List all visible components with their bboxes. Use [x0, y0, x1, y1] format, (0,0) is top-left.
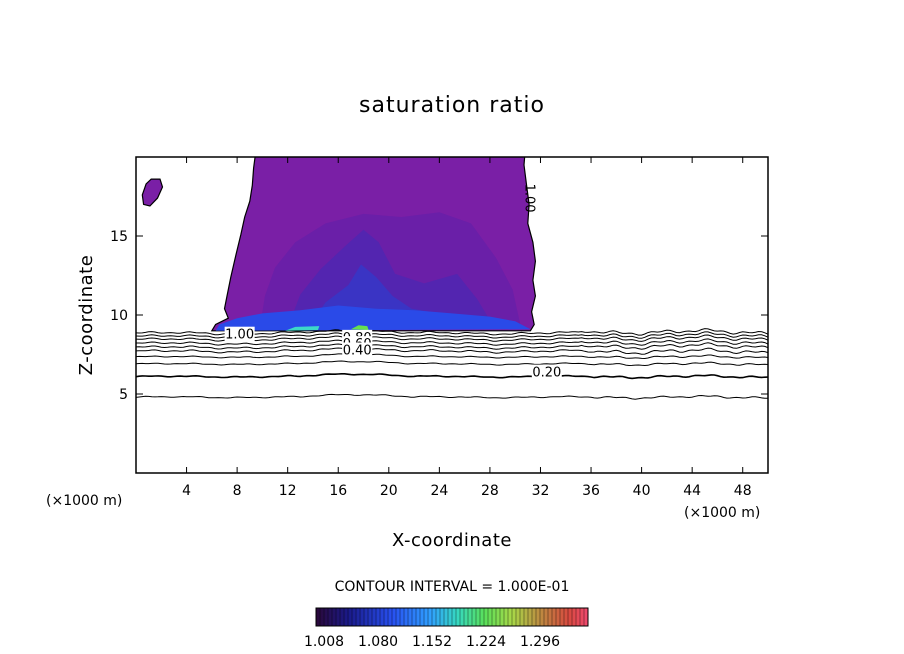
contour-line [136, 353, 768, 360]
colorbar-tick-labels: 1.008 1.080 1.152 1.224 1.296 [304, 634, 560, 650]
contour-line [136, 347, 768, 355]
x-axis-ticks: 4 8 12 16 20 24 28 32 36 40 44 48 [182, 157, 752, 499]
cloud-peak-band-2 [350, 325, 369, 330]
contour-interval-text: CONTOUR INTERVAL = 1.000E-01 [335, 579, 570, 595]
cloud-peak-band-1 [285, 326, 320, 331]
x-tick-label: 12 [279, 483, 297, 499]
cloud-detached-region [141, 178, 164, 207]
x-tick-label: 4 [182, 483, 191, 499]
cloud-fill-regions [141, 157, 537, 332]
contour-line [136, 393, 768, 400]
x-tick-label: 16 [329, 483, 347, 499]
contour-line [136, 373, 768, 380]
z-unit-label: (×1000 m) [46, 493, 122, 509]
y-tick-label: 15 [110, 229, 128, 245]
y-axis-ticks: 5 10 15 [110, 229, 768, 403]
contour-label: 1.00 [225, 328, 254, 343]
y-tick-label: 10 [110, 308, 128, 324]
x-axis-label: X-coordinate [392, 530, 512, 551]
x-tick-label: 32 [532, 483, 550, 499]
contour-label-bg [531, 364, 562, 380]
x-tick-label: 36 [582, 483, 600, 499]
contour-label-bg [342, 342, 373, 358]
contour-label-bg [224, 326, 255, 342]
x-tick-label: 28 [481, 483, 499, 499]
x-tick-label: 24 [430, 483, 448, 499]
contour-line [136, 338, 768, 346]
contour-line [136, 342, 768, 350]
cloud-base-band [215, 305, 531, 331]
x-tick-label: 48 [734, 483, 752, 499]
colorbar-tick-label: 1.296 [520, 634, 560, 650]
colorbar-tick-label: 1.152 [412, 634, 452, 650]
contour-label: 1.00 [521, 184, 536, 213]
colorbar-tick-label: 1.008 [304, 634, 344, 650]
contour-labels: 1.001.000.800.600.400.20 [224, 184, 562, 381]
x-tick-label: 44 [683, 483, 701, 499]
contour-label: 0.20 [532, 366, 561, 381]
x-tick-label: 40 [633, 483, 651, 499]
x-unit-label: (×1000 m) [684, 505, 760, 521]
colorbar-tick-label: 1.224 [466, 634, 506, 650]
colorbar [315, 607, 589, 627]
y-axis-label: Z-coordinate [76, 255, 97, 376]
x-tick-label: 8 [233, 483, 242, 499]
contour-label: 0.40 [343, 344, 372, 359]
contour-line [136, 360, 768, 367]
colorbar-tick-label: 1.080 [358, 634, 398, 650]
colorbar-stripes [315, 608, 589, 626]
plot-area [136, 157, 768, 400]
y-tick-label: 5 [119, 387, 128, 403]
x-tick-label: 20 [380, 483, 398, 499]
chart-title: saturation ratio [359, 93, 545, 118]
